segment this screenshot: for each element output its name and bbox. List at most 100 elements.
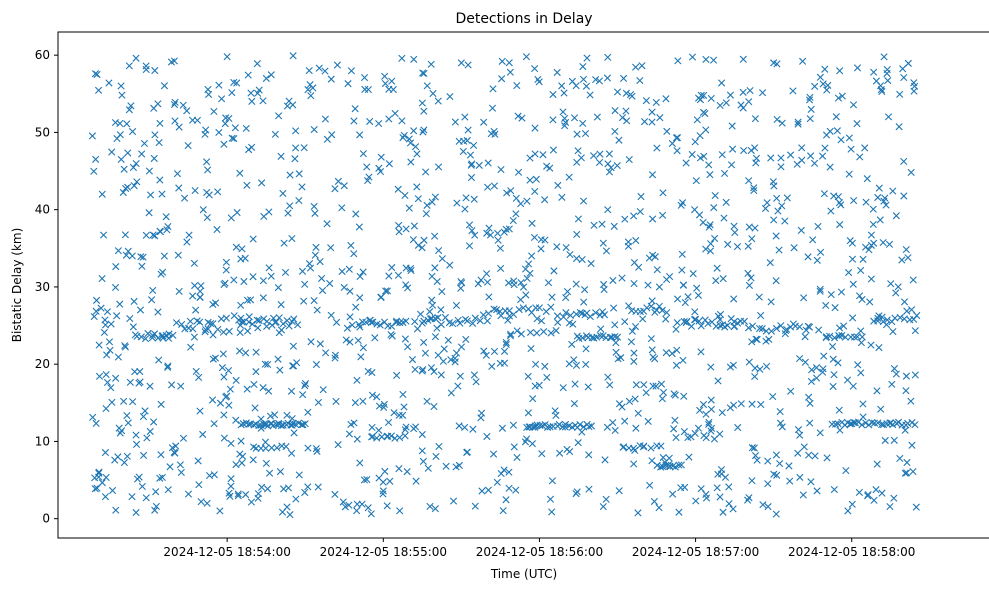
data-point xyxy=(313,447,321,455)
data-point xyxy=(168,381,176,389)
data-point xyxy=(758,89,767,97)
data-point xyxy=(578,334,587,342)
data-point xyxy=(728,122,736,130)
data-point xyxy=(828,342,837,351)
data-point xyxy=(582,345,590,353)
data-point xyxy=(265,469,274,477)
data-point xyxy=(549,146,558,154)
data-point xyxy=(716,315,724,324)
data-point xyxy=(544,279,553,287)
data-point xyxy=(558,82,566,90)
data-point xyxy=(864,490,872,499)
data-point xyxy=(464,126,472,134)
data-point xyxy=(643,304,651,312)
data-point xyxy=(798,156,806,164)
data-point xyxy=(757,400,765,409)
data-point xyxy=(171,98,179,106)
data-point xyxy=(677,461,685,469)
data-point xyxy=(111,283,120,292)
data-point xyxy=(776,408,784,416)
data-point xyxy=(911,371,919,379)
data-point xyxy=(355,320,363,329)
data-point xyxy=(485,224,493,232)
data-point xyxy=(612,348,620,356)
data-point xyxy=(720,169,729,178)
data-point xyxy=(154,308,162,316)
data-point xyxy=(398,54,406,62)
data-point xyxy=(257,483,266,491)
data-point xyxy=(619,443,627,451)
data-point xyxy=(845,134,853,142)
data-point xyxy=(132,54,140,62)
data-point xyxy=(751,144,759,152)
data-point xyxy=(679,281,688,289)
data-point xyxy=(605,150,613,158)
data-point xyxy=(880,53,888,61)
data-point xyxy=(719,275,727,283)
data-point xyxy=(819,80,827,88)
data-point xyxy=(548,477,557,485)
data-point xyxy=(579,119,587,128)
data-point xyxy=(868,418,876,427)
data-point xyxy=(769,392,777,401)
data-point xyxy=(368,423,376,432)
data-point xyxy=(763,362,771,371)
data-point xyxy=(807,105,815,113)
data-point xyxy=(883,66,891,74)
data-point xyxy=(848,255,857,263)
data-point xyxy=(881,194,889,202)
data-point xyxy=(166,463,174,471)
data-point xyxy=(423,397,431,405)
data-point xyxy=(463,448,471,456)
data-point xyxy=(827,207,835,215)
data-point xyxy=(419,366,427,374)
data-point xyxy=(429,89,437,98)
data-point xyxy=(149,286,157,294)
data-point xyxy=(486,231,495,239)
data-point xyxy=(739,55,747,63)
data-point xyxy=(283,411,291,419)
data-point xyxy=(125,106,133,114)
data-point xyxy=(585,485,593,493)
data-point xyxy=(590,221,598,229)
data-point xyxy=(171,117,179,125)
data-point xyxy=(528,440,537,448)
data-point xyxy=(158,473,166,482)
data-point xyxy=(191,282,199,290)
data-point xyxy=(705,161,713,169)
data-point xyxy=(502,338,510,347)
data-point xyxy=(907,397,915,405)
data-point xyxy=(488,362,496,370)
data-point xyxy=(649,215,657,223)
data-point xyxy=(149,231,157,239)
data-point xyxy=(831,420,840,428)
data-point xyxy=(209,300,217,309)
data-point xyxy=(117,155,125,164)
data-point xyxy=(399,411,407,419)
data-point xyxy=(157,400,165,408)
data-point xyxy=(431,505,439,513)
x-axis-label: Time (UTC) xyxy=(490,567,557,581)
data-point xyxy=(152,488,160,496)
data-point xyxy=(861,144,869,152)
data-point xyxy=(827,290,835,299)
data-point xyxy=(726,91,735,99)
data-point xyxy=(572,280,580,288)
data-point xyxy=(442,462,450,470)
data-point xyxy=(687,322,696,330)
data-point xyxy=(540,328,548,336)
data-point xyxy=(420,69,428,78)
data-point xyxy=(228,134,236,142)
data-point xyxy=(764,457,772,465)
data-point xyxy=(210,107,218,116)
data-point xyxy=(609,276,617,285)
data-point xyxy=(810,159,819,167)
data-point xyxy=(786,477,794,485)
data-point xyxy=(343,324,351,332)
data-point xyxy=(853,64,862,72)
data-point xyxy=(168,444,176,452)
data-point xyxy=(553,312,562,320)
data-point xyxy=(909,276,917,284)
data-point xyxy=(655,283,664,291)
data-point xyxy=(175,287,183,296)
